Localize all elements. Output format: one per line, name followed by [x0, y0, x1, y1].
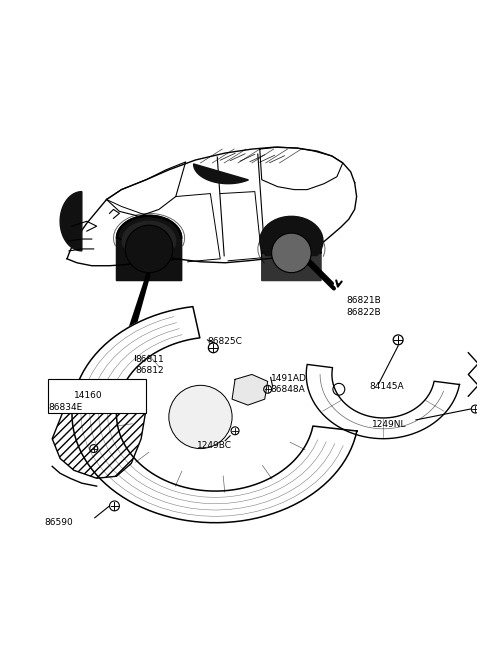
Polygon shape [52, 387, 146, 478]
Text: 86848A: 86848A [271, 385, 305, 394]
Circle shape [125, 225, 173, 273]
Text: 86811: 86811 [135, 355, 164, 363]
Circle shape [169, 385, 232, 449]
Text: 86825C: 86825C [207, 337, 242, 346]
Polygon shape [232, 375, 268, 405]
Polygon shape [260, 216, 323, 256]
Text: 86822B: 86822B [347, 308, 382, 318]
Polygon shape [72, 306, 357, 523]
Circle shape [272, 233, 311, 273]
Text: 14160: 14160 [74, 391, 103, 400]
Polygon shape [122, 221, 176, 247]
Polygon shape [117, 215, 182, 281]
Text: 86821B: 86821B [347, 297, 382, 306]
FancyBboxPatch shape [48, 379, 146, 413]
Polygon shape [60, 192, 82, 251]
Text: 84145A: 84145A [370, 382, 404, 392]
Text: 1491AD: 1491AD [271, 375, 307, 384]
Text: 1249BC: 1249BC [196, 441, 231, 449]
Polygon shape [262, 227, 321, 281]
Text: 86812: 86812 [135, 365, 164, 375]
Text: 1249NL: 1249NL [372, 420, 407, 429]
Text: 86834E: 86834E [48, 403, 83, 412]
Polygon shape [306, 364, 459, 439]
Text: 86590: 86590 [44, 518, 73, 527]
Polygon shape [193, 164, 249, 184]
